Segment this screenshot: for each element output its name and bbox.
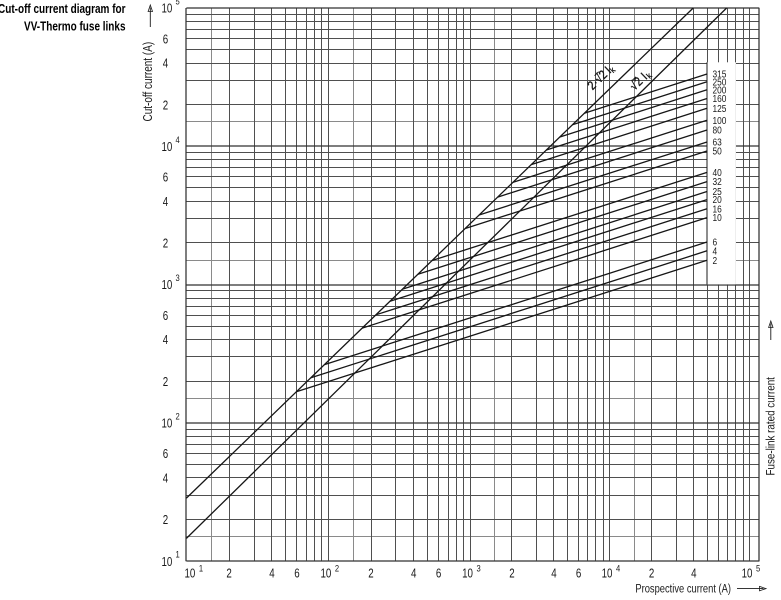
svg-text:6: 6	[163, 310, 168, 324]
svg-text:80: 80	[713, 125, 722, 136]
svg-text:6: 6	[163, 448, 168, 462]
svg-text:VV-Thermo fuse links: VV-Thermo fuse links	[24, 21, 125, 34]
svg-text:250: 250	[713, 77, 727, 88]
svg-text:4: 4	[411, 567, 417, 581]
svg-text:4: 4	[551, 567, 557, 581]
svg-text:4: 4	[691, 567, 697, 581]
svg-text:10: 10	[162, 556, 173, 570]
svg-text:50: 50	[713, 146, 722, 157]
svg-text:6: 6	[713, 237, 718, 248]
svg-text:6: 6	[294, 567, 299, 581]
svg-text:125: 125	[713, 103, 727, 114]
svg-text:10: 10	[162, 417, 173, 431]
svg-text:10: 10	[184, 567, 195, 581]
svg-text:315: 315	[713, 69, 727, 80]
svg-text:4: 4	[163, 472, 169, 486]
svg-text:3: 3	[176, 272, 180, 283]
svg-text:10: 10	[462, 567, 473, 581]
svg-text:2: 2	[163, 99, 168, 113]
svg-text:2: 2	[176, 411, 180, 422]
svg-text:160: 160	[713, 93, 727, 104]
svg-text:4: 4	[163, 196, 169, 210]
svg-text:2: 2	[226, 567, 231, 581]
svg-text:10: 10	[602, 567, 613, 581]
svg-text:4: 4	[269, 567, 275, 581]
svg-text:2: 2	[163, 237, 168, 251]
svg-text:6: 6	[163, 33, 168, 47]
svg-text:3: 3	[477, 563, 481, 574]
svg-text:5: 5	[176, 0, 180, 7]
svg-text:4: 4	[163, 334, 169, 348]
svg-text:100: 100	[713, 115, 727, 126]
svg-text:6: 6	[576, 567, 581, 581]
svg-text:200: 200	[713, 85, 727, 96]
svg-text:1: 1	[176, 549, 180, 560]
svg-text:10: 10	[742, 567, 753, 581]
svg-text:5: 5	[756, 563, 760, 574]
svg-text:63: 63	[713, 137, 722, 148]
svg-text:10: 10	[162, 141, 173, 155]
svg-text:40: 40	[713, 167, 722, 178]
svg-text:1: 1	[199, 563, 203, 574]
svg-text:10: 10	[320, 567, 331, 581]
svg-text:2: 2	[509, 567, 514, 581]
svg-text:20: 20	[713, 194, 722, 205]
svg-text:10: 10	[162, 2, 173, 16]
svg-text:16: 16	[713, 204, 722, 215]
svg-text:2: 2	[649, 567, 654, 581]
svg-text:Cut-off current (A): Cut-off current (A)	[142, 42, 155, 122]
svg-text:6: 6	[163, 171, 168, 185]
svg-text:Fuse-link rated current: Fuse-link rated current	[765, 377, 778, 475]
svg-text:25: 25	[713, 186, 722, 197]
svg-text:Prospective current (A): Prospective current (A)	[635, 582, 731, 595]
svg-text:2: 2	[163, 514, 168, 528]
svg-text:32: 32	[713, 176, 722, 187]
svg-text:Cut-off current diagram for: Cut-off current diagram for	[0, 3, 126, 16]
svg-text:4: 4	[163, 57, 169, 71]
svg-text:4: 4	[176, 134, 180, 145]
svg-text:6: 6	[436, 567, 441, 581]
svg-text:10: 10	[713, 212, 722, 223]
svg-text:2: 2	[335, 563, 339, 574]
svg-text:2: 2	[368, 567, 373, 581]
svg-text:2: 2	[163, 376, 168, 390]
svg-text:4: 4	[713, 246, 718, 257]
svg-text:4: 4	[616, 563, 620, 574]
svg-text:2: 2	[713, 255, 718, 266]
svg-text:10: 10	[162, 279, 173, 293]
